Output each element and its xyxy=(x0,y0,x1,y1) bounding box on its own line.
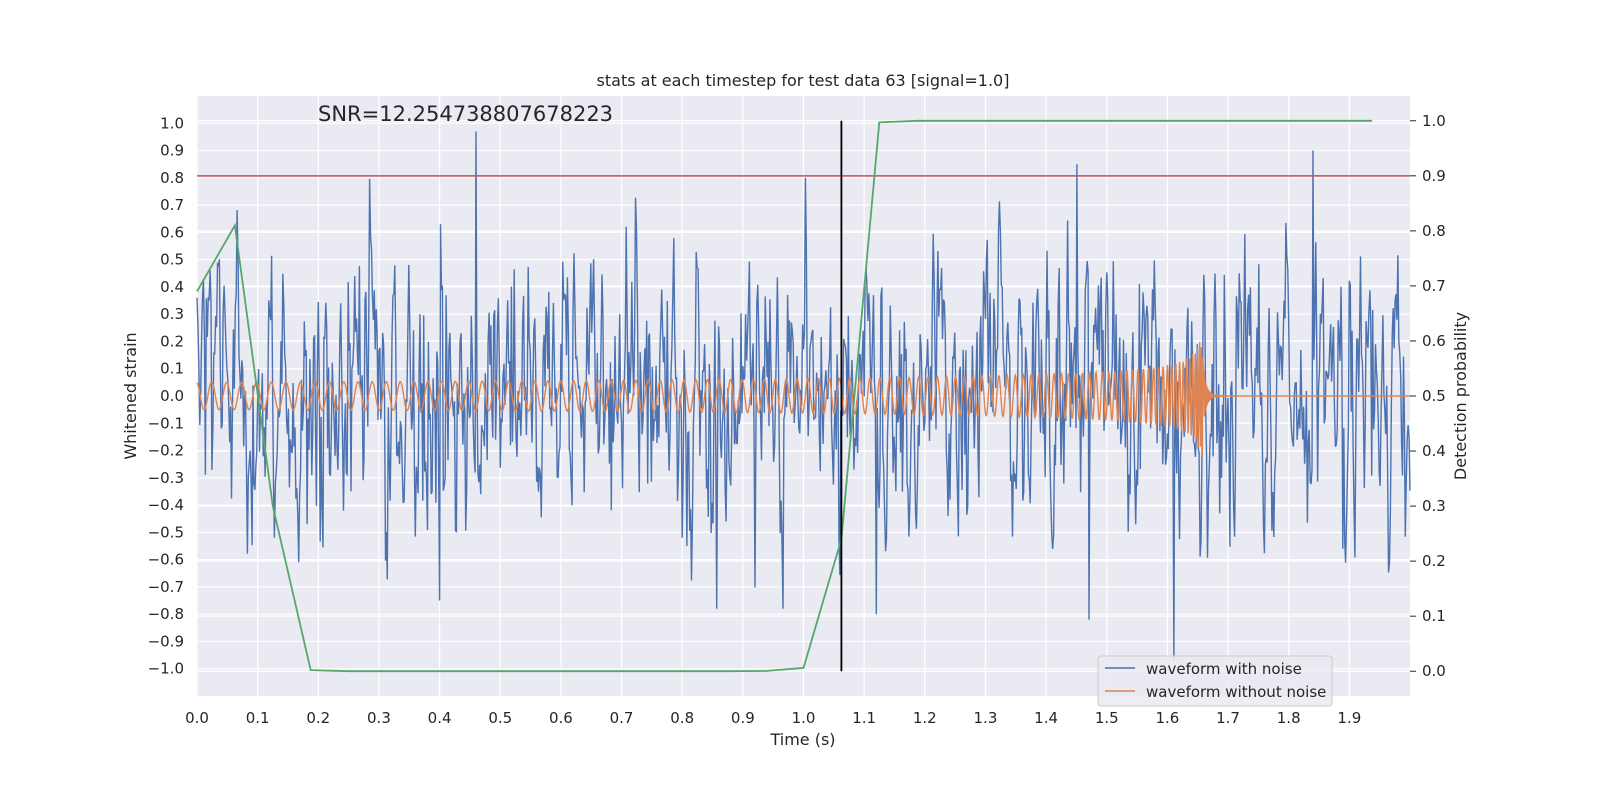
y-tick-label: −0.6 xyxy=(148,551,184,569)
y2-tick-label: 0.3 xyxy=(1422,497,1446,515)
x-tick-label: 0.6 xyxy=(549,709,573,727)
y2-axis-label: Detection probability xyxy=(1451,312,1470,480)
x-tick-label: 0.3 xyxy=(367,709,391,727)
x-tick-label: 0.4 xyxy=(428,709,452,727)
legend-box xyxy=(1097,655,1333,707)
y-tick-label: 0.0 xyxy=(160,387,184,405)
x-tick-label: 0.5 xyxy=(488,709,512,727)
x-tick-label: 1.1 xyxy=(852,709,876,727)
x-tick-label: 1.2 xyxy=(913,709,937,727)
y-tick-label: 1.0 xyxy=(160,114,184,132)
y-axis-label: Whitened strain xyxy=(121,332,140,459)
y-tick-label: 0.9 xyxy=(160,142,184,160)
y-tick-label: −0.4 xyxy=(148,496,184,514)
legend-label-clean: waveform without noise xyxy=(1146,683,1326,701)
y2-tick-label: 1.0 xyxy=(1422,112,1446,130)
series-waveform-with-noise xyxy=(196,131,1411,661)
y-tick-label: −0.5 xyxy=(148,523,184,541)
x-tick-label: 0.8 xyxy=(670,709,694,727)
right-axis: 1.0 0.9 0.8 0.7 0.6 0.5 0.4 0.3 0.2 0.1 0.0 xyxy=(1410,112,1446,680)
y-tick-label: 0.7 xyxy=(160,196,184,214)
y-tick-label: −0.8 xyxy=(148,605,184,623)
x-tick-label: 0.0 xyxy=(185,709,209,727)
series-detection-probability xyxy=(196,119,1373,673)
y-tick-label: −0.7 xyxy=(148,578,184,596)
series-waveform-without-noise xyxy=(196,341,1410,456)
x-axis-label: Time (s) xyxy=(769,730,835,749)
y2-tick-label: 0.7 xyxy=(1422,277,1446,295)
x-tick-label: 1.7 xyxy=(1216,709,1240,727)
x-tick-label: 0.9 xyxy=(731,709,755,727)
series-layer xyxy=(196,119,1411,673)
x-tick-label: 0.7 xyxy=(610,709,634,727)
y-tick-label: 0.3 xyxy=(160,305,184,323)
y-tick-label: 0.4 xyxy=(160,278,184,296)
x-tick-label: 1.4 xyxy=(1034,709,1058,727)
y-tick-label: 0.8 xyxy=(160,169,184,187)
y-tick-label: 0.6 xyxy=(160,223,184,241)
legend-label-noise: waveform with noise xyxy=(1146,660,1302,678)
chart-title: stats at each timestep for test data 63 … xyxy=(597,71,1010,90)
y-tick-label: −1.0 xyxy=(148,660,184,678)
y-tick-label: −0.9 xyxy=(148,632,184,650)
y2-tick-label: 0.0 xyxy=(1422,662,1446,680)
y-tick-label: −0.1 xyxy=(148,414,184,432)
y2-tick-label: 0.4 xyxy=(1422,442,1446,460)
snr-annotation: SNR=12.254738807678223 xyxy=(318,102,613,126)
x-tick-label: 1.3 xyxy=(974,709,998,727)
x-tick-label: 1.0 xyxy=(792,709,816,727)
x-tick-label: 1.8 xyxy=(1277,709,1301,727)
y2-tick-label: 0.9 xyxy=(1422,167,1446,185)
legend: waveform with noise waveform without noi… xyxy=(1097,655,1333,707)
y2-tick-label: 0.2 xyxy=(1422,552,1446,570)
bottom-axis: 0.0 0.1 0.2 0.3 0.4 0.5 0.6 0.7 0.8 0.9 1.0 1.1 1.2 1… xyxy=(185,709,1361,727)
y2-tick-label: 0.1 xyxy=(1422,607,1446,625)
x-tick-label: 1.9 xyxy=(1337,709,1361,727)
y-tick-label: 0.5 xyxy=(160,251,184,269)
left-axis: 1.0 0.9 0.8 0.7 0.6 0.5 0.4 0.3 0.2 0.1 0.0 −0.1 −0.… xyxy=(148,114,184,677)
y-tick-label: −0.2 xyxy=(148,442,184,460)
x-tick-label: 1.6 xyxy=(1155,709,1179,727)
y2-tick-label: 0.6 xyxy=(1422,332,1446,350)
y2-tick-label: 0.8 xyxy=(1422,222,1446,240)
y-tick-label: 0.2 xyxy=(160,332,184,350)
y-tick-label: −0.3 xyxy=(148,469,184,487)
x-tick-label: 1.5 xyxy=(1095,709,1119,727)
y2-tick-label: 0.5 xyxy=(1422,387,1446,405)
x-tick-label: 0.1 xyxy=(246,709,270,727)
x-tick-label: 0.2 xyxy=(306,709,330,727)
y-tick-label: 0.1 xyxy=(160,360,184,378)
